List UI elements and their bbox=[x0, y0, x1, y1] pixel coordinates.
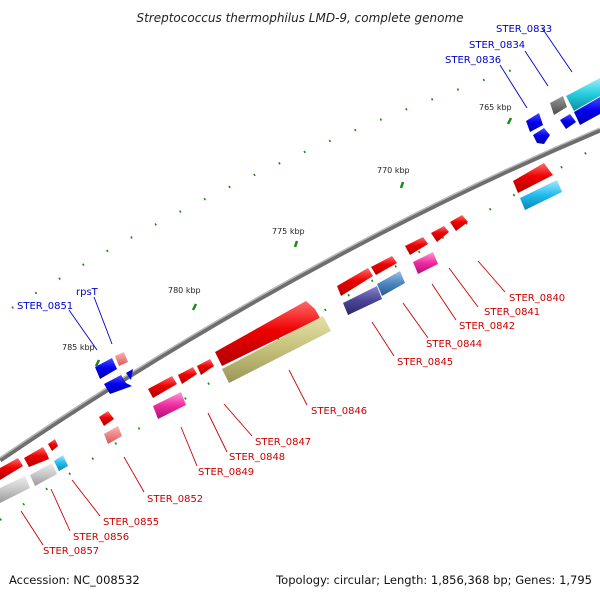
gene-label-ster-0841: STER_0841 bbox=[484, 307, 540, 318]
gene-block-pink-0849 bbox=[153, 392, 186, 419]
gene-block-blue-0851 bbox=[95, 358, 117, 379]
gene-arrow-blue-0851b bbox=[104, 375, 132, 394]
gene-label-ster-0857: STER_0857 bbox=[43, 546, 99, 557]
gene-block-blue-top-right bbox=[574, 97, 600, 125]
accession-text: Accession: NC_008532 bbox=[9, 573, 140, 587]
inner-dot-ring bbox=[0, 144, 600, 521]
gene-features bbox=[0, 78, 600, 503]
gene-arrow-red-0856 bbox=[24, 447, 49, 467]
gene-label-ster-0856: STER_0856 bbox=[73, 532, 129, 543]
genome-summary-text: Topology: circular; Length: 1,856,368 bp… bbox=[276, 573, 592, 587]
gene-block-steel-0845 bbox=[377, 271, 405, 296]
gene-arrow-red-0842 bbox=[431, 226, 449, 242]
gene-arrow-red-0840a bbox=[513, 163, 553, 193]
outer-dot-ring bbox=[11, 68, 513, 309]
gene-arrow-red-0845a bbox=[337, 268, 373, 296]
gene-label-ster-0842: STER_0842 bbox=[459, 321, 515, 332]
gene-block-0834-darkgray bbox=[550, 96, 567, 115]
gene-block-lightred-rpsT bbox=[115, 352, 128, 366]
map-title: Streptococcus thermophilus LMD-9, comple… bbox=[136, 11, 463, 25]
gene-block-lightred-0852 bbox=[104, 426, 122, 444]
gene-label-ster-0855: STER_0855 bbox=[103, 517, 159, 528]
gene-block-gray-0856 bbox=[30, 463, 57, 486]
gene-label-ster-0847: STER_0847 bbox=[255, 437, 311, 448]
callout-lines bbox=[20, 27, 573, 546]
gene-arrow-red-0849a bbox=[148, 376, 177, 398]
scale-label-785: 785 kbp bbox=[62, 343, 95, 352]
gene-label-ster-0844: STER_0844 bbox=[426, 339, 482, 350]
gene-block-0836-blue bbox=[526, 113, 543, 132]
gene-label-ster-0852: STER_0852 bbox=[147, 494, 203, 505]
gene-block-0833-cyan bbox=[566, 78, 600, 111]
gene-arrow-red-0857 bbox=[0, 458, 23, 480]
scale-label-765: 765 kbp bbox=[479, 103, 512, 112]
scale-markers: 765 kbp 770 kbp 775 kbp 780 kbp 785 kbp bbox=[62, 103, 513, 367]
scale-label-775: 775 kbp bbox=[272, 227, 305, 236]
scale-label-770: 770 kbp bbox=[377, 166, 410, 175]
gene-label-ster-0833: STER_0833 bbox=[496, 24, 552, 35]
gene-label-ster-0851: STER_0851 bbox=[17, 301, 73, 312]
gene-arrow-blue-small-2 bbox=[560, 114, 576, 129]
gene-label-ster-0848: STER_0848 bbox=[229, 452, 285, 463]
gene-label-ster-0849: STER_0849 bbox=[198, 467, 254, 478]
gene-label-ster-0840: STER_0840 bbox=[509, 293, 565, 304]
gene-arrow-blue-small bbox=[533, 128, 550, 144]
gene-label-ster-0846: STER_0846 bbox=[311, 406, 367, 417]
genome-backbone bbox=[0, 127, 600, 463]
gene-block-skyblue-0840 bbox=[520, 180, 562, 210]
gene-arrow-blue-tiny bbox=[126, 369, 133, 380]
gene-arrow-red-0847 bbox=[197, 359, 214, 375]
gene-label-rpst: rpsT bbox=[76, 287, 99, 298]
gene-labels: STER_0833 STER_0834 STER_0836 rpsT STER_… bbox=[17, 24, 565, 557]
gene-label-ster-0845: STER_0845 bbox=[397, 357, 453, 368]
gene-arrow-red-0852 bbox=[99, 411, 114, 426]
gene-block-gray-0857 bbox=[0, 476, 30, 503]
gene-block-skyblue-0855 bbox=[54, 455, 68, 471]
gene-label-ster-0836: STER_0836 bbox=[445, 55, 501, 66]
genome-backbone-highlight bbox=[0, 127, 600, 459]
gene-block-darkslate-0845 bbox=[343, 286, 382, 315]
gene-arrow-red-0846 bbox=[215, 301, 320, 366]
gene-arrow-red-0841 bbox=[450, 215, 468, 231]
gene-arrow-red-0844b bbox=[371, 256, 397, 275]
gene-arrow-red-0855 bbox=[48, 439, 58, 451]
gene-block-pink-0844 bbox=[413, 252, 438, 274]
scale-label-780: 780 kbp bbox=[168, 286, 201, 295]
gene-block-olive-0846 bbox=[222, 316, 331, 383]
gene-label-ster-0834: STER_0834 bbox=[469, 40, 525, 51]
gene-arrow-red-0843 bbox=[405, 237, 428, 255]
gene-arrow-red-0848 bbox=[178, 367, 197, 384]
